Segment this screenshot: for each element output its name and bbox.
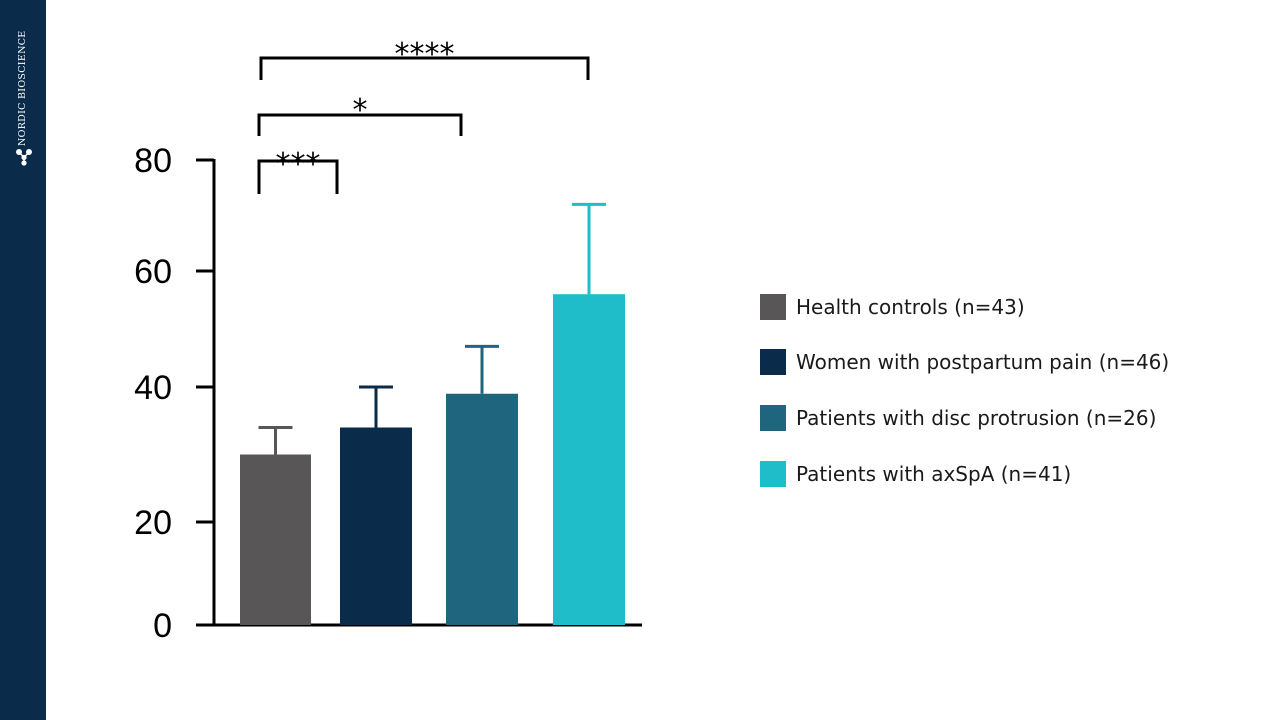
significance-label-0: *** xyxy=(276,147,321,182)
y-tick-label-20: 20 xyxy=(134,504,172,542)
brand-logo: NORDIC BIOSCIENCE xyxy=(13,22,33,172)
legend-swatch xyxy=(760,461,786,487)
legend-label: Women with postpartum pain (n=46) xyxy=(796,350,1170,374)
significance-label-1: * xyxy=(353,93,368,128)
legend-item: Women with postpartum pain (n=46) xyxy=(760,347,1240,377)
molecule-icon xyxy=(16,149,32,166)
legend-item: Health controls (n=43) xyxy=(760,292,1240,322)
y-tick-label-0: 0 xyxy=(153,607,172,645)
y-tick-label-40: 40 xyxy=(134,369,172,407)
bar-2 xyxy=(446,393,518,625)
legend-item: Patients with disc protrusion (n=26) xyxy=(760,403,1240,433)
bar-3 xyxy=(553,294,625,625)
legend-label: Health controls (n=43) xyxy=(796,295,1025,319)
significance-bracket-2 xyxy=(259,56,590,80)
legend-label: Patients with axSpA (n=41) xyxy=(796,462,1072,486)
bar-1 xyxy=(340,427,412,625)
legend-swatch xyxy=(760,349,786,375)
significance-label-2: **** xyxy=(395,37,455,72)
significance-bracket-0 xyxy=(257,159,339,194)
legend-label: Patients with disc protrusion (n=26) xyxy=(796,406,1157,430)
y-tick-label-80: 80 xyxy=(134,142,172,180)
legend-item: Patients with axSpA (n=41) xyxy=(760,459,1240,489)
legend-swatch xyxy=(760,294,786,320)
significance-bracket-1 xyxy=(257,113,463,136)
brand-sidebar: NORDIC BIOSCIENCE xyxy=(0,0,46,720)
legend-swatch xyxy=(760,405,786,431)
bar-0 xyxy=(240,454,311,625)
y-tick-label-60: 60 xyxy=(134,253,172,291)
